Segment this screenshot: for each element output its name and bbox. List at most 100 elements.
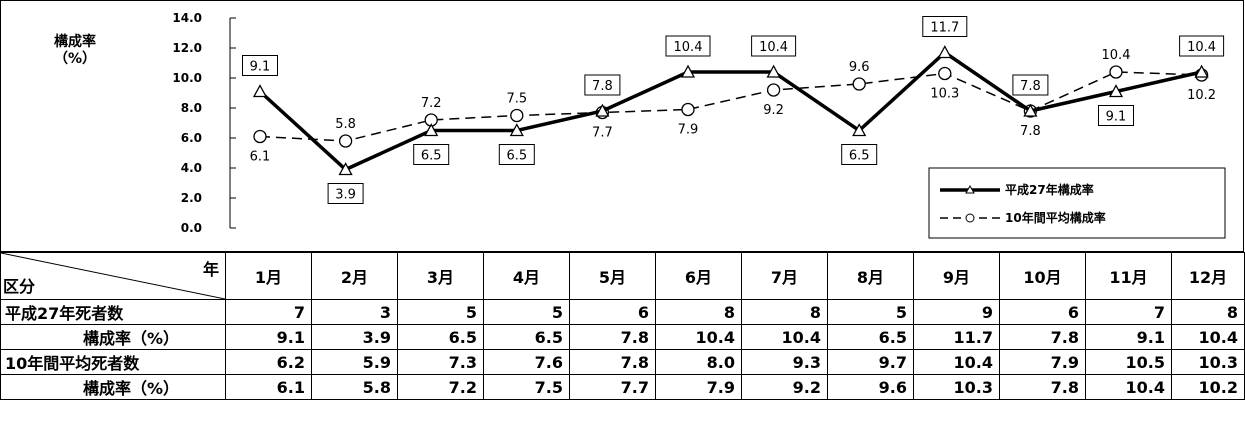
data-label-average: 7.9 <box>678 123 699 138</box>
table-row: 構成率（%） 9.1 3.9 6.5 6.5 7.8 10.4 10.4 6.5… <box>0 324 1245 350</box>
row-label: 構成率（%） <box>0 324 226 350</box>
circle-marker <box>681 102 695 117</box>
data-label-2015: 10.4 <box>759 40 788 55</box>
y-axis: 0.0 2.0 4.0 6.0 8.0 10.0 12.0 14.0 <box>172 11 236 235</box>
triangle-marker <box>680 64 696 78</box>
triangle-marker <box>1023 103 1038 117</box>
table-cell: 10.2 <box>1171 374 1245 400</box>
triangle-marker <box>338 162 353 176</box>
data-label-average: 9.6 <box>849 60 870 75</box>
table-cell: 10.3 <box>913 374 1000 400</box>
data-label-average: 10.2 <box>1187 88 1216 103</box>
table-cell: 5 <box>827 299 914 325</box>
data-label-box <box>498 144 535 165</box>
table-cell: 9 <box>913 299 1000 325</box>
data-label-box <box>751 35 797 57</box>
legend-circle-marker <box>965 213 975 223</box>
table-cell: 9.7 <box>827 349 914 375</box>
table-cell: 7.8 <box>999 324 1086 350</box>
month-header: 8月 <box>827 252 914 300</box>
legend-label-2015: 平成27年構成率 <box>1005 182 1094 197</box>
data-label-average: 7.2 <box>421 96 442 111</box>
y-tick-label: 12.0 <box>172 41 202 55</box>
circle-marker <box>1109 65 1123 79</box>
data-label-2015: 3.9 <box>335 188 356 203</box>
circle-marker <box>852 77 866 91</box>
table-cell: 6 <box>569 299 656 325</box>
triangle-marker <box>937 45 952 59</box>
data-label-average: 5.8 <box>335 117 356 132</box>
data-label-2015: 10.4 <box>674 40 703 55</box>
table-cell: 8.0 <box>655 349 742 375</box>
table-cell: 10.3 <box>1171 349 1245 375</box>
y-tick-label: 2.0 <box>181 191 202 205</box>
table-cell: 6 <box>999 299 1086 325</box>
table-cell: 7.8 <box>569 349 656 375</box>
table-cell: 10.4 <box>655 324 742 350</box>
data-label-average: 6.1 <box>250 150 271 165</box>
corner-year-label: 年 <box>202 260 219 279</box>
table-cell: 10.4 <box>1171 324 1245 350</box>
table-cell: 7.9 <box>655 374 742 400</box>
table-cell: 7.7 <box>569 374 656 400</box>
table-cell: 7.8 <box>999 374 1086 400</box>
table-row: 構成率（%） 6.1 5.8 7.2 7.5 7.7 7.9 9.2 9.6 1… <box>0 374 1245 400</box>
data-label-2015: 11.7 <box>930 21 959 36</box>
data-label-average: 7.8 <box>1020 124 1041 139</box>
circle-marker <box>510 108 524 123</box>
table-cell: 8 <box>1171 299 1245 325</box>
table-cell: 10.4 <box>913 349 1000 375</box>
data-label-2015: 9.1 <box>250 60 271 75</box>
table-cell: 7 <box>1085 299 1172 325</box>
y-tick-label: 4.0 <box>181 161 202 175</box>
data-label-box <box>1098 105 1134 126</box>
triangle-marker <box>766 64 781 78</box>
y-axis-title: 構成率（%） <box>54 33 96 67</box>
table-cell: 7 <box>225 299 312 325</box>
data-label-2015: 6.5 <box>506 149 527 164</box>
month-header: 7月 <box>741 252 828 300</box>
data-label-average: 10.3 <box>930 87 959 102</box>
table-cell: 5.8 <box>311 374 398 400</box>
data-label-2015: 7.8 <box>1020 79 1041 94</box>
y-tick-label: 6.0 <box>181 131 202 145</box>
data-labels: 9.1 3.9 6.5 6.5 7.8 10.4 10.4 6.5 11.7 7.8 9.1 10.4… <box>242 16 1225 204</box>
data-label-2015: 6.5 <box>849 149 870 164</box>
table-cell: 5.9 <box>311 349 398 375</box>
data-label-box <box>665 35 711 57</box>
table-cell: 8 <box>741 299 828 325</box>
circle-marker <box>338 134 353 148</box>
y-axis-label: 構成率（%） <box>54 33 96 67</box>
table-cell: 5 <box>397 299 484 325</box>
month-header: 5月 <box>569 252 656 300</box>
table-row: 平成27年死者数 7 3 5 5 6 8 8 5 9 6 7 8 <box>0 299 1245 325</box>
legend-label-average: 10年間平均構成率 <box>1005 210 1106 225</box>
data-label-box <box>1012 74 1049 96</box>
table-cell: 7.9 <box>999 349 1086 375</box>
table-cell: 9.1 <box>225 324 312 350</box>
legend: 平成27年構成率 10年間平均構成率 <box>928 167 1226 239</box>
table-cell: 7.8 <box>569 324 656 350</box>
triangle-marker <box>252 84 268 98</box>
table-corner-cell: 年 区分 <box>0 252 226 300</box>
table-header-row: 年 区分 1月 2月 3月 4月 5月 6月 7月 8月 9月 10月 11月 … <box>0 252 1245 300</box>
series-line-2015 <box>258 50 1202 172</box>
table-cell: 10.5 <box>1085 349 1172 375</box>
data-label-average: 7.7 <box>592 126 613 141</box>
data-label-box <box>922 16 968 37</box>
table-cell: 6.1 <box>225 374 312 400</box>
table-cell: 8 <box>655 299 742 325</box>
table-cell: 7.6 <box>483 349 570 375</box>
data-label-box <box>327 183 364 204</box>
line-chart: 構成率（%） 0.0 2.0 4.0 6.0 8.0 10.0 12.0 14.0 9.1 3.… <box>0 0 1244 252</box>
table-cell: 6.5 <box>827 324 914 350</box>
data-label-box <box>841 144 878 165</box>
month-header: 10月 <box>999 252 1086 300</box>
triangle-marker <box>509 123 524 137</box>
table-cell: 9.1 <box>1085 324 1172 350</box>
month-header: 11月 <box>1085 252 1172 300</box>
triangle-marker <box>424 123 439 137</box>
y-tick-label: 14.0 <box>172 11 202 25</box>
table-cell: 3.9 <box>311 324 398 350</box>
data-label-average: 7.5 <box>506 92 527 107</box>
